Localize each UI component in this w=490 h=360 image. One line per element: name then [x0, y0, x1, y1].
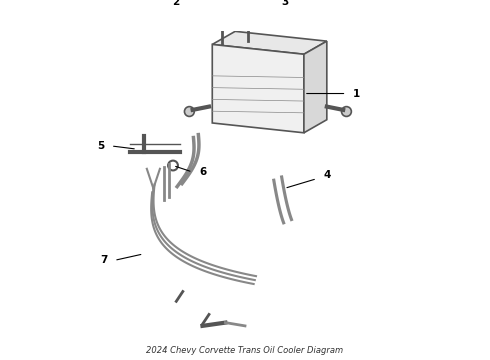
- Text: 3: 3: [281, 0, 288, 7]
- Text: 4: 4: [323, 170, 331, 180]
- Text: 7: 7: [100, 256, 107, 265]
- Polygon shape: [212, 44, 304, 133]
- Text: 2: 2: [172, 0, 179, 7]
- Text: 1: 1: [353, 89, 360, 99]
- Circle shape: [245, 18, 252, 26]
- Polygon shape: [304, 41, 327, 133]
- Circle shape: [342, 107, 351, 116]
- Polygon shape: [212, 31, 327, 54]
- Circle shape: [184, 107, 194, 116]
- Text: 2024 Chevy Corvette Trans Oil Cooler Diagram: 2024 Chevy Corvette Trans Oil Cooler Dia…: [147, 346, 343, 355]
- Circle shape: [216, 15, 228, 27]
- Text: 6: 6: [199, 167, 206, 177]
- Text: 5: 5: [97, 141, 104, 151]
